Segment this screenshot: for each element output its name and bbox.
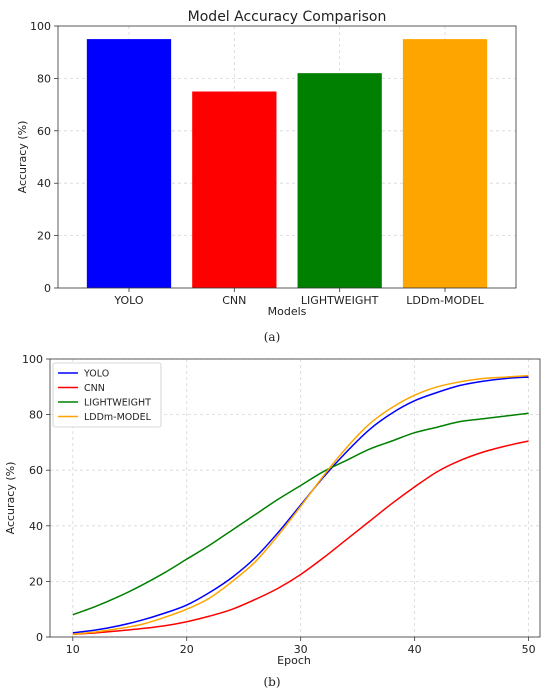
line-x-tick-label: 30	[294, 643, 308, 656]
legend-label-lightweight: LIGHTWEIGHT	[84, 398, 151, 409]
bar-x-tick-label: CNN	[222, 294, 246, 307]
line-chart-x-axis-title: Epoch	[277, 654, 311, 667]
bar-y-tick-label: 0	[44, 282, 51, 295]
line-series-cnn	[72, 440, 529, 635]
line-chart-caption: (b)	[263, 675, 280, 689]
line-x-tick-label: 10	[66, 643, 80, 656]
line-x-tick-label: 50	[522, 643, 536, 656]
bar-lightweight	[297, 73, 382, 288]
line-y-tick-label: 40	[29, 520, 43, 533]
line-chart: 0 20 40 60 80 100 10 20 30 40 50 Accuracy (%) Epo…	[4, 353, 541, 689]
bar-x-tick-label: LDDm-MODEL	[406, 294, 484, 307]
bar-chart: Model Accuracy Comparison 0 20 40 60 80 100 Y…	[16, 9, 517, 344]
bar-chart-x-axis-title: Models	[268, 305, 307, 318]
bar-chart-title: Model Accuracy Comparison	[188, 9, 387, 25]
legend-label-cnn: CNN	[84, 383, 105, 394]
bar-chart-bars	[86, 39, 488, 288]
bar-y-tick-label: 100	[30, 20, 51, 33]
bar-y-tick-label: 20	[37, 230, 51, 243]
bar-chart-y-axis-title: Accuracy (%)	[16, 121, 29, 194]
line-y-tick-label: 100	[22, 353, 43, 366]
legend-label-yolo: YOLO	[83, 369, 109, 380]
bar-chart-y-ticks: 0 20 40 60 80 100	[30, 20, 58, 295]
bar-chart-x-ticks: YOLO CNN LIGHTWEIGHT LDDm-MODEL	[113, 288, 485, 307]
bar-y-tick-label: 40	[37, 177, 51, 190]
legend-label-lddm-model: LDDm-MODEL	[84, 412, 152, 423]
bar-x-tick-label: LIGHTWEIGHT	[301, 294, 379, 307]
line-chart-y-ticks: 0 20 40 60 80 100	[22, 353, 50, 644]
line-chart-x-ticks: 10 20 30 40 50	[66, 637, 536, 656]
line-x-tick-label: 20	[180, 643, 194, 656]
line-y-tick-label: 60	[29, 464, 43, 477]
bar-yolo	[86, 39, 172, 288]
bar-y-tick-label: 60	[37, 125, 51, 138]
bar-x-tick-label: YOLO	[113, 294, 144, 307]
line-series-lightweight	[72, 412, 529, 616]
line-series-lddm-model	[72, 374, 529, 635]
line-chart-y-axis-title: Accuracy (%)	[4, 462, 17, 535]
line-y-tick-label: 80	[29, 409, 43, 422]
line-series-yolo	[72, 376, 529, 634]
bar-cnn	[192, 91, 277, 288]
bar-chart-frame	[57, 25, 517, 289]
line-chart-legend: YOLO CNN LIGHTWEIGHT LDDm-MODEL	[52, 362, 162, 428]
legend-box	[52, 362, 162, 428]
line-y-tick-label: 0	[36, 631, 43, 644]
bar-y-tick-label: 80	[37, 72, 51, 85]
bar-chart-caption: (a)	[264, 330, 281, 344]
line-x-tick-label: 40	[408, 643, 422, 656]
line-chart-lines	[72, 374, 529, 635]
bar-lddm-model	[402, 39, 488, 288]
line-y-tick-label: 20	[29, 575, 43, 588]
line-chart-frame	[49, 358, 541, 638]
